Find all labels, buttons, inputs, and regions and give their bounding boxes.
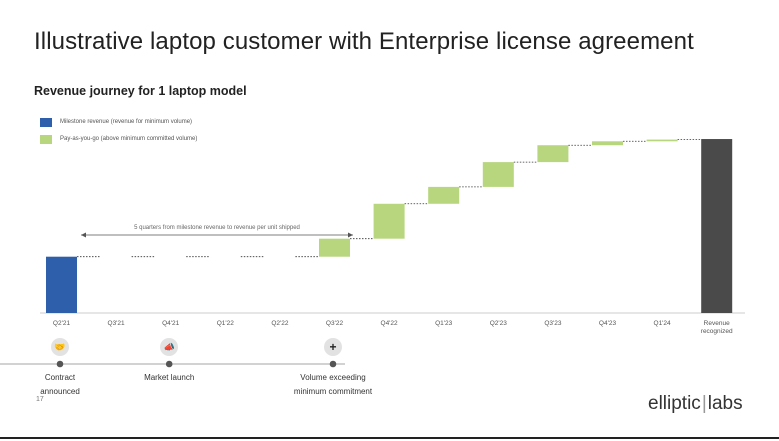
bar-payg <box>646 139 678 142</box>
x-tick-label: Q4'21 <box>162 320 180 327</box>
x-tick-label: Q4'22 <box>381 320 399 327</box>
x-tick-label: Q2'23 <box>490 320 508 327</box>
bar-payg <box>319 238 350 257</box>
legend-label-milestone: Milestone revenue (revenue for minimum v… <box>60 119 193 125</box>
bar-payg <box>428 186 460 204</box>
logo-separator: | <box>701 393 707 414</box>
page-title: Illustrative laptop customer with Enterp… <box>34 28 694 55</box>
legend: Milestone revenue (revenue for minimum v… <box>40 114 197 148</box>
plus-icon: + <box>324 338 342 356</box>
bar-payg <box>482 162 514 187</box>
x-tick-label: Q3'21 <box>108 320 126 327</box>
annotation-arrowhead-left <box>81 232 86 238</box>
bar-payg <box>537 145 569 163</box>
timeline-dot <box>56 360 64 368</box>
x-tick-label: Q3'23 <box>544 320 562 327</box>
timeline-dot <box>329 360 337 368</box>
x-tick-label: Q4'23 <box>599 320 617 327</box>
megaphone-icon: 📣 <box>160 338 179 356</box>
x-tick-label: Q2'21 <box>53 320 71 327</box>
annotation-label: 5 quarters from milestone revenue to rev… <box>134 225 300 231</box>
logo-part2: labs <box>707 393 743 414</box>
x-tick-label: Revenue recognized <box>701 320 733 335</box>
handshake-icon: 🤝 <box>51 338 69 356</box>
bar-payg <box>373 203 405 239</box>
x-tick-label-line: Revenue <box>704 320 730 327</box>
company-logo: elliptic|labs <box>648 393 743 415</box>
timeline-label: Volume exceeding minimum commitment <box>293 373 373 396</box>
x-tick-label-line: recognized <box>701 328 733 335</box>
x-tick-label: Q1'22 <box>217 320 235 327</box>
x-tick-label: Q2'22 <box>271 320 289 327</box>
bar-payg <box>592 141 623 146</box>
footer-divider <box>0 437 779 439</box>
chart-subtitle: Revenue journey for 1 laptop model <box>34 84 247 98</box>
legend-swatch-payg <box>40 134 52 144</box>
page-number: 17 <box>36 396 44 403</box>
annotation-arrowhead-right <box>348 232 353 238</box>
timeline-label: Contract announced <box>40 373 80 396</box>
timeline-label: Market launch <box>144 373 195 382</box>
legend-label-payg: Pay-as-you-go (above minimum committed v… <box>60 136 198 142</box>
legend-item-payg: Pay-as-you-go (above minimum committed v… <box>40 131 197 147</box>
bar-total <box>701 139 733 313</box>
bar-milestone <box>46 256 77 313</box>
timeline-dot <box>165 360 173 368</box>
x-tick-label: Q3'22 <box>326 320 344 327</box>
x-tick-label: Q1'24 <box>654 320 672 327</box>
logo-part1: elliptic <box>648 393 701 414</box>
legend-item-milestone: Milestone revenue (revenue for minimum v… <box>40 114 197 130</box>
legend-swatch-milestone <box>40 117 52 127</box>
x-tick-label: Q1'23 <box>435 320 453 327</box>
